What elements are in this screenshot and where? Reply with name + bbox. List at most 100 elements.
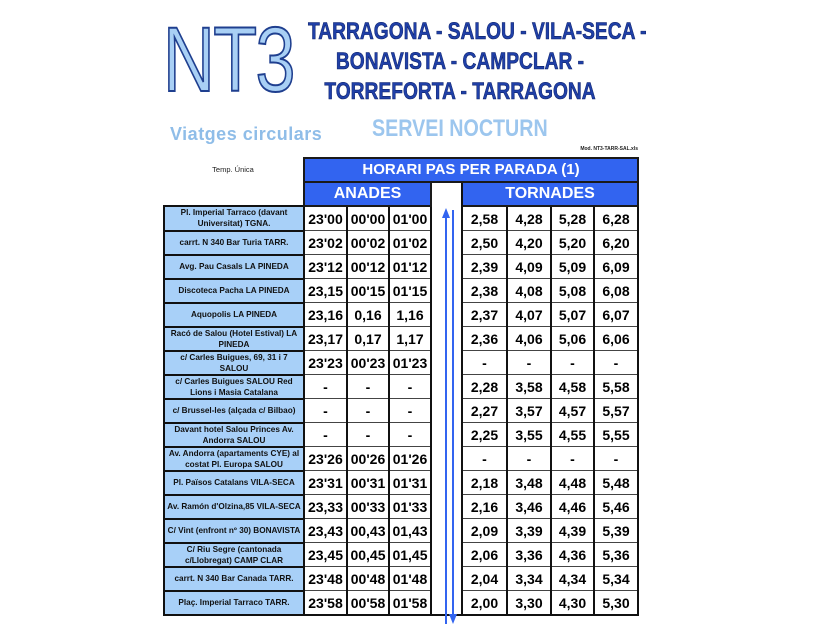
return-time: 4,55 <box>550 422 595 447</box>
return-time: 2,50 <box>461 230 508 255</box>
outbound-time: - <box>346 398 390 423</box>
return-time: 6,20 <box>593 230 639 255</box>
empty-corner-cell <box>164 182 304 206</box>
outbound-time: - <box>303 398 348 423</box>
table-row: Plaç. Imperial Tarraco TARR. 23'58 00'58 01… <box>163 589 639 616</box>
schedule-title: HORARI PAS PER PARADA (1) <box>303 157 639 183</box>
return-time: 5,09 <box>550 254 595 279</box>
stop-name: c/ Carles Buigues, 69, 31 i 7 SALOU <box>163 349 305 376</box>
return-time: - <box>593 446 639 471</box>
table-row: Avg. Pau Casals LA PINEDA 23'12 00'12 01'12… <box>163 253 639 280</box>
outbound-time: 00'23 <box>346 350 390 375</box>
stop-name: C/ Riu Segre (cantonada c/Llobregat) CAM… <box>163 541 305 568</box>
return-time: 4,36 <box>550 542 595 567</box>
outbound-time: 01'31 <box>388 470 432 495</box>
table-row: c/ Carles Buigues SALOU Red Lions i Masi… <box>163 373 639 400</box>
outbound-time: 1,17 <box>388 326 432 351</box>
season-label: Temp. Única <box>212 165 254 174</box>
outbound-time: 00'00 <box>346 205 390 231</box>
stop-name: Plaç. Imperial Tarraco TARR. <box>163 589 305 616</box>
outbound-time: 00'33 <box>346 494 390 519</box>
table-row: Av. Andorra (apartaments CYE) al costat … <box>163 445 639 472</box>
return-time: 3,57 <box>506 398 552 423</box>
return-time: 3,30 <box>506 590 552 616</box>
stop-name: c/ Brussel-les (alçada c/ Bilbao) <box>163 397 305 424</box>
table-row: Discoteca Pacha LA PINEDA 23,15 00'15 01'15… <box>163 277 639 304</box>
outbound-time: - <box>388 422 432 447</box>
circular-trips-label: Viatges circulars <box>170 124 323 144</box>
outbound-time: 0,17 <box>346 326 390 351</box>
outbound-time: 23,15 <box>303 278 348 303</box>
outbound-time: 23'31 <box>303 470 348 495</box>
return-time: 2,06 <box>461 542 508 567</box>
table-row: Pl. Països Catalans VILA-SECA 23'31 00'31 0… <box>163 469 639 496</box>
return-time: 2,37 <box>461 302 508 327</box>
empty-corner-cell <box>164 158 304 182</box>
return-time: 6,28 <box>593 205 639 231</box>
outbound-time: 23'02 <box>303 230 348 255</box>
return-time: 4,39 <box>550 518 595 543</box>
stop-name: Av. Ramón d'Olzina,85 VILA-SECA <box>163 493 305 520</box>
return-time: 2,28 <box>461 374 508 399</box>
outbound-time: 00'02 <box>346 230 390 255</box>
stop-name: Pl. Imperial Tarraco (davant Universitat… <box>163 205 305 232</box>
file-reference: Mod. NT3-TARR-SAL.xls <box>580 146 638 152</box>
return-time: - <box>506 350 552 375</box>
return-time: 4,07 <box>506 302 552 327</box>
outbound-time: 23,17 <box>303 326 348 351</box>
return-time: 6,07 <box>593 302 639 327</box>
return-time: 3,39 <box>506 518 552 543</box>
return-time: - <box>550 446 595 471</box>
table-row: Davant hotel Salou Princes Av. Andorra S… <box>163 421 639 448</box>
stop-name: Racó de Salou (Hotel Estival) LA PINEDA <box>163 325 305 352</box>
return-time: 4,20 <box>506 230 552 255</box>
return-time: 5,34 <box>593 566 639 591</box>
return-time: 5,57 <box>593 398 639 423</box>
return-time: 5,58 <box>593 374 639 399</box>
table-row: C/ Vint (enfront nº 30) BONAVISTA 23,43 00… <box>163 517 639 544</box>
stop-name: Aquopolis LA PINEDA <box>163 301 305 328</box>
return-time: - <box>461 350 508 375</box>
outbound-time: 00'58 <box>346 590 390 616</box>
return-time: 3,34 <box>506 566 552 591</box>
outbound-time: 01'23 <box>388 350 432 375</box>
arrow-column-header <box>430 181 463 206</box>
outbound-time: 0,16 <box>346 302 390 327</box>
return-time: 2,04 <box>461 566 508 591</box>
return-time: 4,48 <box>550 470 595 495</box>
stop-name: Pl. Països Catalans VILA-SECA <box>163 469 305 496</box>
outbound-time: 00'15 <box>346 278 390 303</box>
outbound-time: 23'48 <box>303 566 348 591</box>
return-time: 6,09 <box>593 254 639 279</box>
return-time: 4,09 <box>506 254 552 279</box>
return-time: 5,20 <box>550 230 595 255</box>
return-time: 4,58 <box>550 374 595 399</box>
return-time: 2,16 <box>461 494 508 519</box>
table-row: Aquopolis LA PINEDA 23,16 0,16 1,16 2,37 4,07… <box>163 301 639 328</box>
outbound-time: 00'12 <box>346 254 390 279</box>
return-time: 4,06 <box>506 326 552 351</box>
stop-name: Av. Andorra (apartaments CYE) al costat … <box>163 445 305 472</box>
return-time: 3,46 <box>506 494 552 519</box>
outbound-time: 23'12 <box>303 254 348 279</box>
outbound-time: 01'02 <box>388 230 432 255</box>
outbound-time: 00'31 <box>346 470 390 495</box>
outbound-time: 23,16 <box>303 302 348 327</box>
outbound-time: 01'33 <box>388 494 432 519</box>
stop-name: Discoteca Pacha LA PINEDA <box>163 277 305 304</box>
return-time: 4,08 <box>506 278 552 303</box>
outbound-time: 23'26 <box>303 446 348 471</box>
outbound-time: 00'48 <box>346 566 390 591</box>
stop-name: Davant hotel Salou Princes Av. Andorra S… <box>163 421 305 448</box>
return-time: 5,08 <box>550 278 595 303</box>
outbound-time: 23,43 <box>303 518 348 543</box>
return-time: 3,55 <box>506 422 552 447</box>
return-time: 3,48 <box>506 470 552 495</box>
outbound-time: 01'26 <box>388 446 432 471</box>
outbound-header: ANADES <box>303 181 432 207</box>
stop-name: c/ Carles Buigues SALOU Red Lions i Masi… <box>163 373 305 400</box>
return-time: 6,08 <box>593 278 639 303</box>
return-time: 5,07 <box>550 302 595 327</box>
return-time: 5,28 <box>550 205 595 231</box>
table-row: c/ Carles Buigues, 69, 31 i 7 SALOU 23'23… <box>163 349 639 376</box>
